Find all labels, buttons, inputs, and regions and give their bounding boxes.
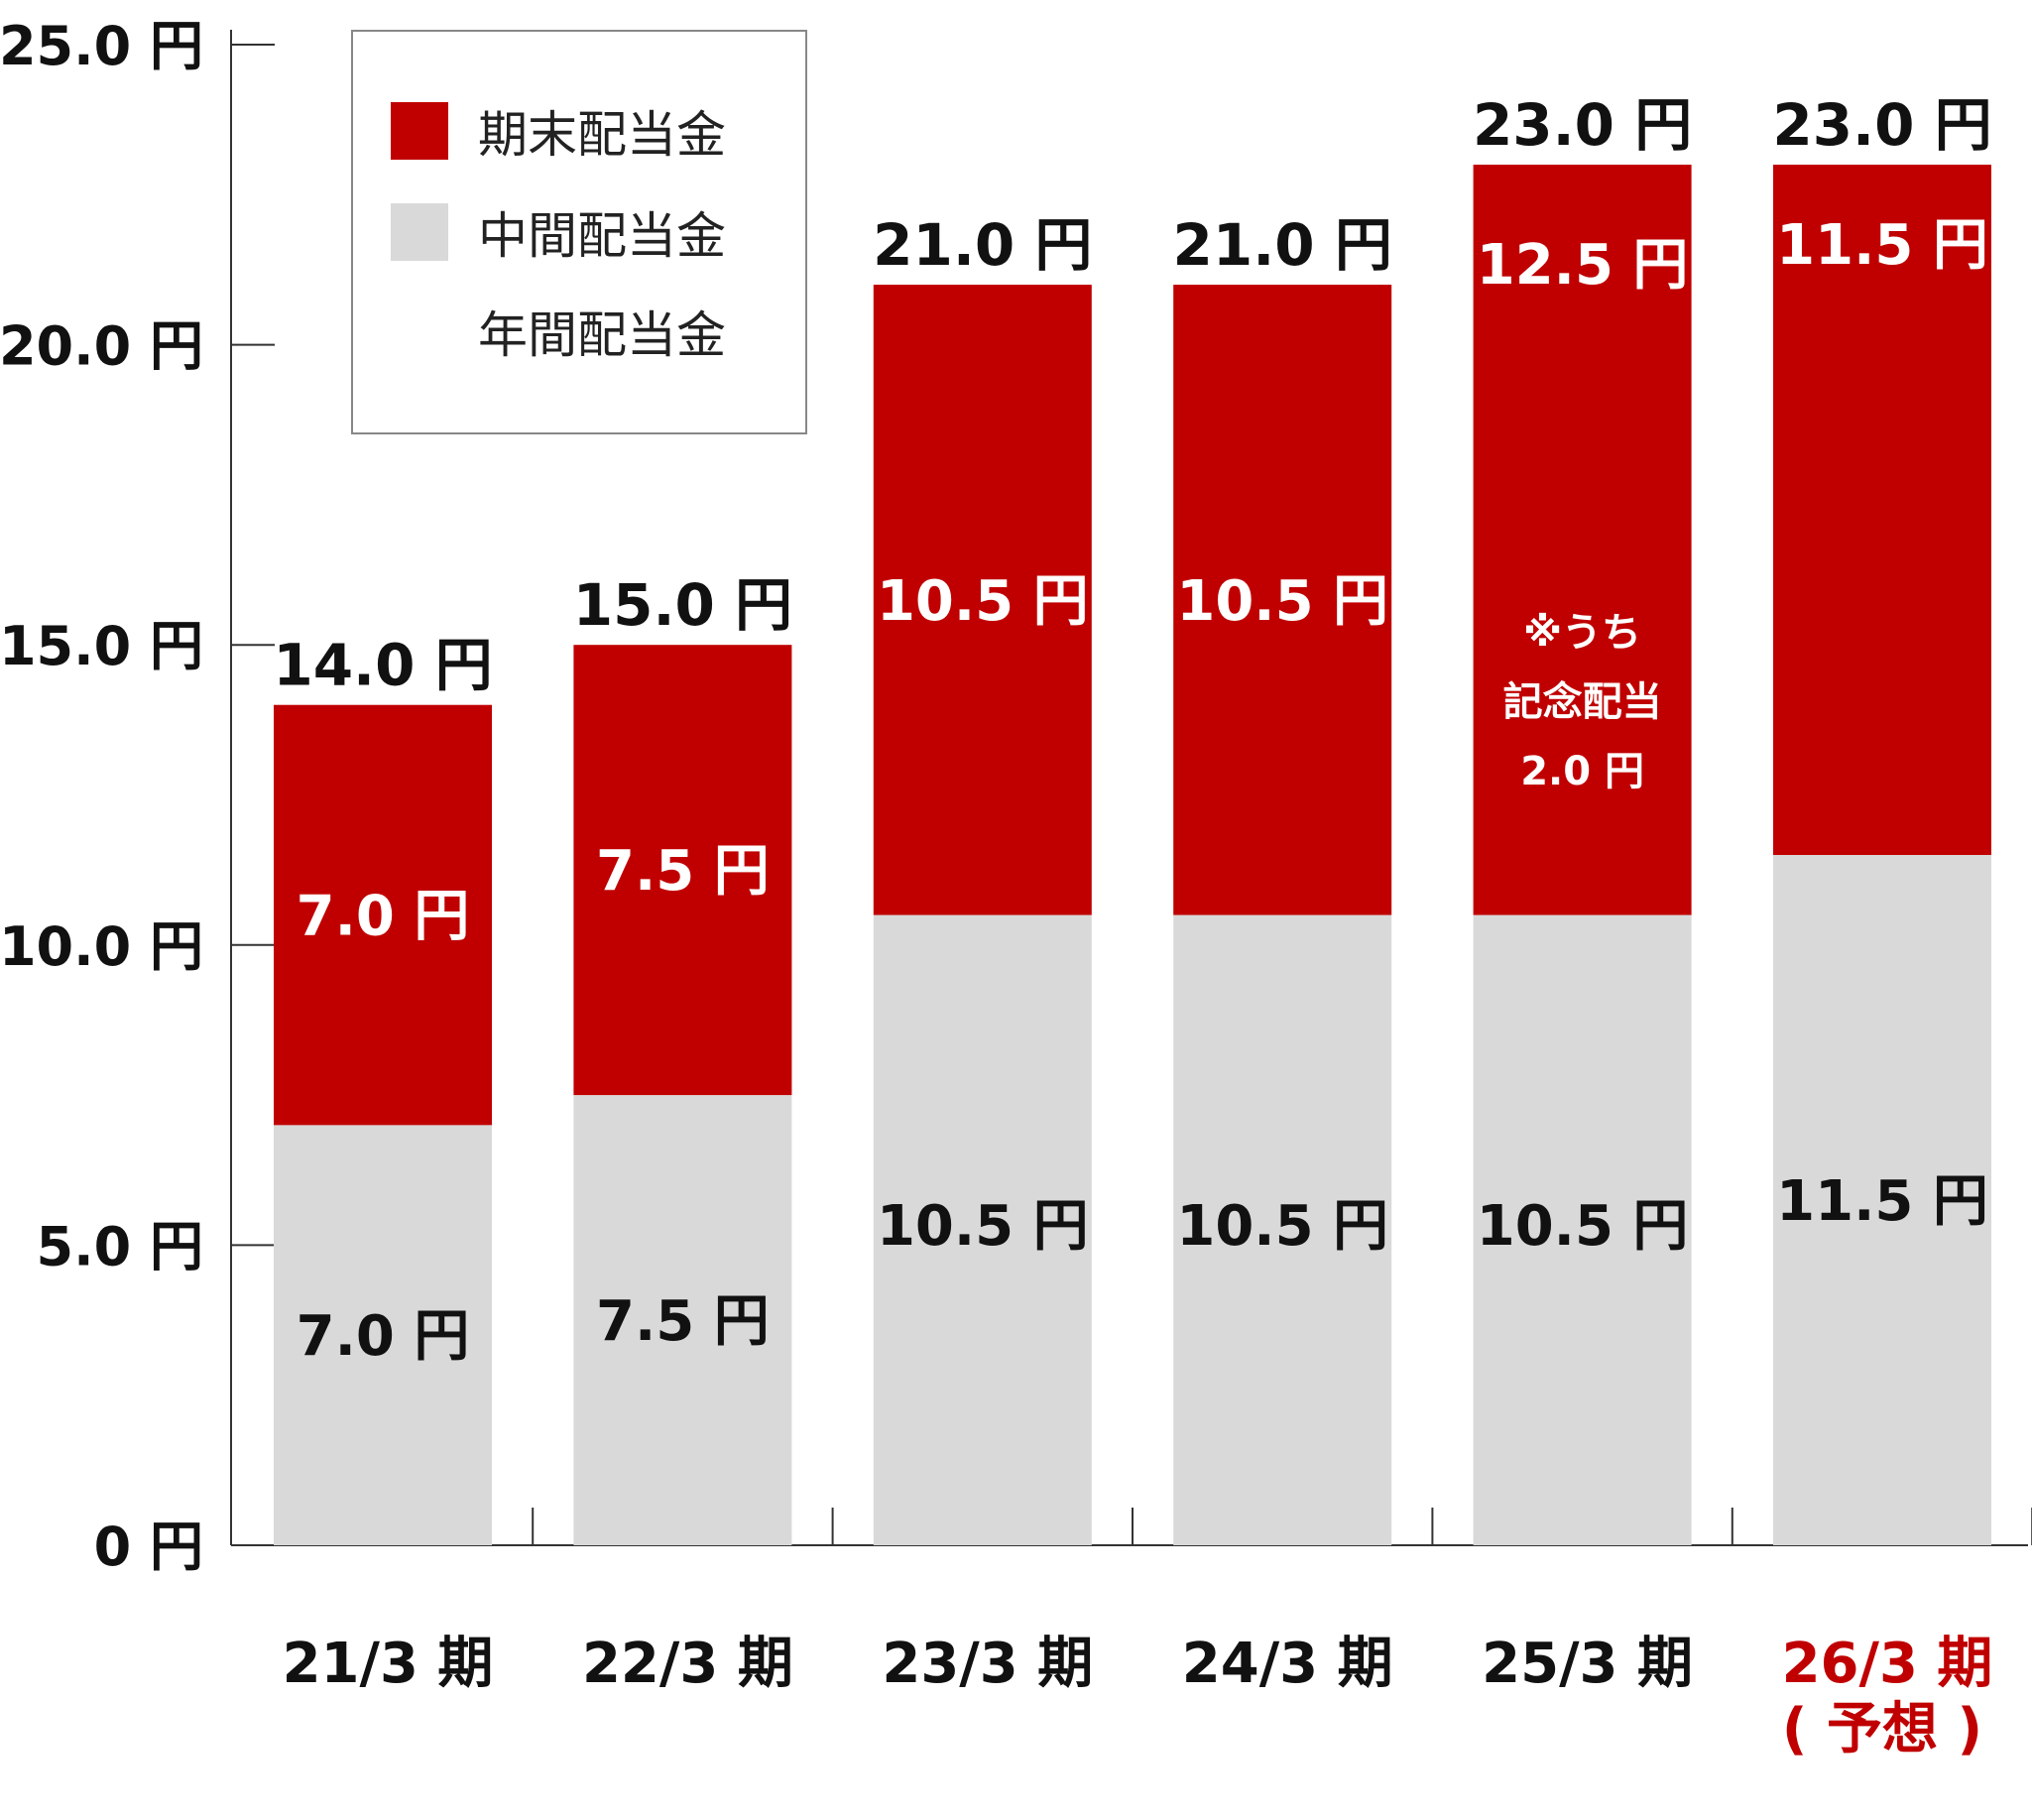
legend-label-annual: 年間配当金 — [478, 306, 726, 364]
y-tick-label: 5.0 円 — [37, 1215, 203, 1277]
value-label-interim: 7.0 円 — [297, 1304, 470, 1369]
legend-item-interim: 中間配当金 — [391, 202, 726, 265]
value-label-year-end: 12.5 円 — [1477, 233, 1689, 298]
legend-item-annual: 年間配当金 — [391, 302, 726, 364]
bar-interim — [573, 1095, 792, 1545]
bar-note-line: 2.0 円 — [1520, 749, 1644, 794]
legend-item-year-end: 期末配当金 — [391, 101, 726, 164]
y-tick-label: 0 円 — [94, 1516, 203, 1578]
category-label: 26/3 期 — [1782, 1632, 1993, 1696]
bar-year-end — [1173, 285, 1392, 915]
total-label: 21.0 円 — [873, 211, 1092, 279]
value-label-year-end: 7.5 円 — [596, 839, 770, 904]
bar-year-end — [1773, 165, 1991, 856]
category-note: ( 予想 ) — [1782, 1697, 1982, 1761]
bar-interim — [274, 1125, 492, 1545]
bar-year-end — [573, 645, 792, 1096]
legend: 期末配当金 中間配当金 年間配当金 — [351, 30, 807, 434]
value-label-year-end: 7.0 円 — [297, 885, 470, 949]
y-tick-label: 15.0 円 — [0, 615, 203, 677]
y-tick-label: 25.0 円 — [0, 15, 203, 77]
category-label: 23/3 期 — [882, 1632, 1093, 1696]
legend-swatch-year-end — [391, 102, 448, 160]
bar-note-line: 記念配当 — [1503, 679, 1662, 725]
value-label-interim: 10.5 円 — [877, 1194, 1089, 1259]
bar-year-end — [873, 285, 1092, 915]
total-label: 21.0 円 — [1173, 211, 1392, 279]
value-label-interim: 11.5 円 — [1776, 1169, 1988, 1234]
legend-label-year-end: 期末配当金 — [478, 106, 726, 164]
total-label: 15.0 円 — [573, 571, 792, 639]
legend-label-interim: 中間配当金 — [478, 207, 726, 265]
bar-interim — [873, 914, 1092, 1545]
total-label: 23.0 円 — [1473, 91, 1692, 159]
legend-swatch-interim — [391, 203, 448, 261]
category-label: 24/3 期 — [1182, 1632, 1393, 1696]
bar-year-end — [1473, 165, 1692, 915]
value-label-interim: 10.5 円 — [1176, 1194, 1388, 1259]
category-label: 21/3 期 — [283, 1632, 494, 1696]
bar-year-end — [274, 704, 492, 1126]
bar-interim — [1473, 914, 1692, 1545]
legend-swatch-annual — [391, 303, 448, 360]
bar-interim — [1773, 855, 1991, 1545]
category-label: 22/3 期 — [582, 1632, 793, 1696]
value-label-year-end: 10.5 円 — [1176, 569, 1388, 634]
value-label-interim: 7.5 円 — [596, 1289, 770, 1354]
bar-note-line: ※うち — [1523, 610, 1641, 656]
value-label-year-end: 10.5 円 — [877, 569, 1089, 634]
bar-interim — [1173, 914, 1392, 1545]
y-tick-label: 10.0 円 — [0, 915, 203, 978]
category-label: 25/3 期 — [1482, 1632, 1693, 1696]
y-tick-label: 20.0 円 — [0, 315, 203, 378]
value-label-year-end: 11.5 円 — [1776, 213, 1988, 278]
total-label: 23.0 円 — [1772, 91, 1991, 159]
total-label: 14.0 円 — [273, 632, 492, 699]
value-label-interim: 10.5 円 — [1477, 1194, 1689, 1259]
